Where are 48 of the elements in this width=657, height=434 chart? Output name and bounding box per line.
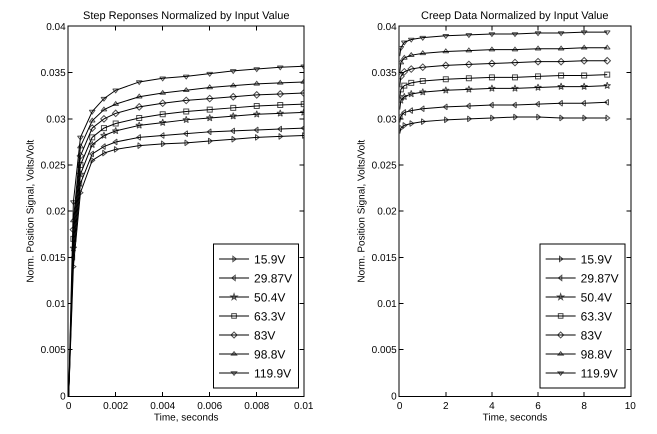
legend-label: 63.3V [580,310,612,324]
x-tick-label: 8 [581,400,588,412]
x-axis-title: Time, seconds [154,412,219,424]
x-tick-label: 0.004 [150,400,176,412]
y-tick-label: 0.015 [372,252,398,264]
y-tick-label: 0.02 [46,206,66,218]
y-tick-label: 0 [60,391,66,402]
y-tick-label: 0.02 [377,206,398,218]
y-tick-label: 0.035 [40,68,66,80]
x-tick-label: 0.01 [294,400,314,412]
y-axis-title: Norm. Position Signal, Volts/Volt [26,140,37,283]
legend-label: 83V [580,328,602,343]
legend-label: 50.4V [254,290,286,305]
x-axis-title: Time, seconds [482,412,548,424]
legend-label: 119.9V [254,366,292,381]
chart-title: Creep Data Normalized by Input Value [421,10,609,22]
legend-label: 119.9V [580,366,618,381]
y-tick-label: 0 [391,391,398,402]
y-tick-label: 0.025 [372,160,398,172]
legend-label: 29.87V [254,272,292,286]
x-tick-label: 6 [535,400,542,412]
x-tick-label: 0.008 [244,400,270,412]
legend-label: 15.9V [254,252,286,267]
x-tick-label: 0.002 [103,400,129,412]
y-tick-label: 0.03 [377,114,398,126]
y-axis-title: Norm. Position Signal, Volts/Volt [356,140,368,283]
legend-label: 98.8V [254,348,286,362]
x-tick-label: 2 [443,400,450,412]
x-tick-label: 10 [624,400,636,412]
y-tick-label: 0.04 [377,22,398,34]
legend-label: 15.9V [580,252,612,267]
legend-label: 98.8V [580,348,612,362]
x-tick-label: 0.006 [197,400,223,412]
legend-label: 83V [254,328,276,343]
y-tick-label: 0.04 [46,22,66,34]
y-tick-label: 0.005 [40,345,66,356]
x-tick-label: 4 [489,400,496,412]
y-tick-label: 0.01 [46,299,66,310]
y-tick-label: 0.025 [40,160,66,172]
y-tick-label: 0.035 [372,68,398,80]
y-tick-label: 0.03 [46,114,66,126]
chart-title: Step Reponses Normalized by Input Value [83,10,290,22]
legend-label: 29.87V [580,272,619,286]
y-tick-label: 0.005 [372,345,398,356]
legend-label: 63.3V [254,310,286,324]
legend-label: 50.4V [580,290,612,305]
y-tick-label: 0.01 [377,299,398,310]
y-tick-label: 0.015 [40,252,66,264]
